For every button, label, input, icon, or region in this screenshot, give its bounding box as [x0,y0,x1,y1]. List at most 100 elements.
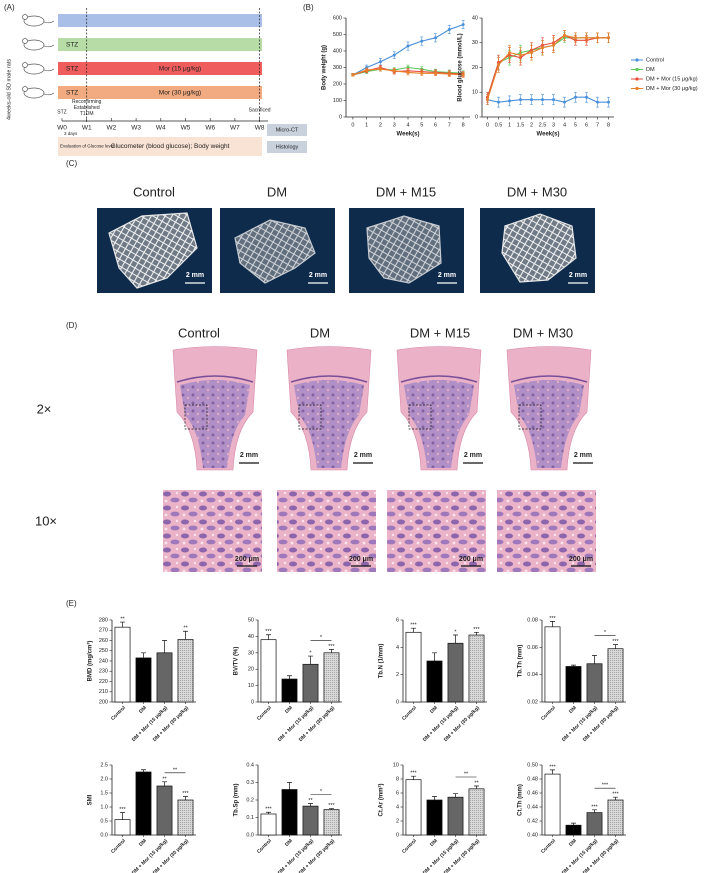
ct-bone [501,213,577,283]
growth-plate [510,375,588,383]
data-point [585,36,588,40]
legend-label: DM [646,67,655,73]
significance-label: ** [183,626,188,632]
data-point [607,36,610,40]
y-tick-label: 1.0 [100,804,108,810]
legend-label: DM + Mor (15 μg/kg) [646,76,698,82]
mouse-tail [43,68,55,72]
x-tick-label: 1 [365,122,368,128]
bar [135,657,152,703]
bar [114,819,131,836]
panel-label: (A) [4,3,15,12]
x-tick-label: 2.5 [539,122,547,128]
y-tick-label: 100 [333,98,342,104]
x-tick-label: DM + Mor (15 μg/kg) [422,705,460,743]
data-point [585,95,588,99]
mouse-ear [22,86,28,92]
panel-label: (D) [66,321,77,330]
y-tick-label: 1.5 [100,790,108,796]
bar [405,631,422,703]
significance-label: ** [162,776,167,782]
bar [260,813,277,836]
bar [468,788,485,836]
y-tick-label: 0.02 [527,699,538,705]
group-bar [58,14,262,27]
bar [177,639,194,703]
bar [281,678,298,703]
x-tick-label: DM + Mor (30 μg/kg) [443,705,481,743]
mouse-icon [23,15,45,27]
significance-label: *** [265,807,272,813]
magnification-label: 2× [37,401,52,416]
group-bar [58,62,262,75]
y-tick-label: 8 [396,776,399,782]
week-label: W0 [57,125,67,132]
data-point [420,71,424,75]
scale-label: 2 mm [309,272,327,279]
bar [260,639,277,703]
y-tick-label: 2 [396,672,399,678]
error-bar [592,655,597,664]
x-tick-label: DM [284,705,294,715]
x-tick-label: 5 [574,122,577,128]
x-tick-label: 7 [596,122,599,128]
data-point [574,36,577,40]
y-tick-label: 0.3 [246,780,254,786]
legend-label: Control [646,57,664,63]
scale-label: 2 mm [240,452,258,459]
error-bar [329,649,334,653]
y-tick-label: 0 [475,114,478,120]
y-tick-label: 500 [333,32,342,38]
data-point [519,53,522,57]
series-line [487,96,609,103]
x-tick-label: DM [568,838,578,848]
y-tick-label: 4 [396,804,399,810]
y-tick-label: 10 [472,90,478,96]
data-point [392,69,396,73]
bar [447,642,464,703]
error-bar [474,631,479,636]
significance-label: *** [549,616,556,622]
x-tick-label: 6 [434,122,437,128]
growth-plate [176,375,254,383]
data-point [378,60,382,64]
data-point [508,99,511,103]
roi-box [184,404,208,430]
legend-marker [635,86,639,91]
comparison-label: * [320,789,323,795]
bar [426,799,443,836]
x-tick-label: DM [138,838,148,848]
mouse-tail [43,20,55,24]
x-tick-label: 2 [379,122,382,128]
roi-box [408,404,432,430]
evaluation-label: Evaluation of Glucose level [60,144,114,149]
y-tick-label: 30 [248,650,254,656]
ct-bone [108,212,198,289]
measures-label: Glucometer (blood glucose); Body weight [111,143,230,150]
subject-label: 4weeks-old SD male rats [6,59,12,120]
y-tick-label: 0.0 [246,832,254,838]
ct-bone [366,215,442,284]
y-axis-title: BMD (mg/cm³) [87,641,94,682]
ct-title: DM + M30 [507,184,567,199]
significance-label: *** [328,644,335,650]
error-bar [613,796,618,800]
y-tick-label: 0.2 [246,797,254,803]
marrow-region [180,380,250,468]
data-point [552,43,555,47]
x-tick-label: DM + Mor (15 μg/kg) [277,705,315,743]
histology-title: DM [310,325,330,340]
y-tick-label: 0.4 [246,762,254,768]
y-tick-label: 0 [396,699,399,705]
y-tick-label: 270 [99,628,108,634]
error-bar [592,809,597,813]
error-bar [411,775,416,780]
x-tick-label: Control [401,705,418,722]
data-point [519,98,522,102]
bar [565,666,582,703]
error-bar [432,652,437,661]
data-point [530,51,533,55]
y-tick-label: 0.40 [527,832,538,838]
legend-marker [635,77,639,81]
y-tick-label: 0.46 [527,790,538,796]
